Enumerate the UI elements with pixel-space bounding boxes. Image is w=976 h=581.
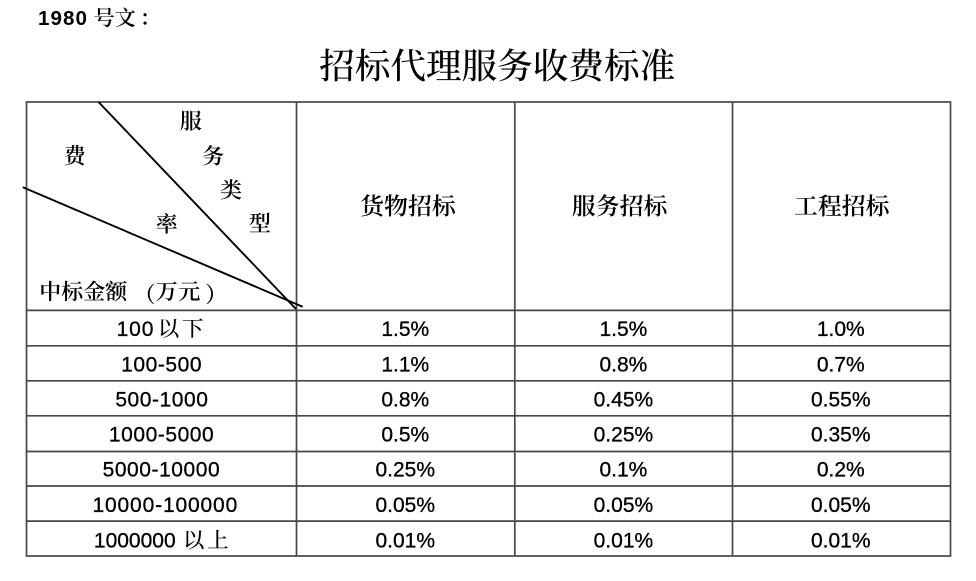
svg-text:100-500: 100-500 [121, 353, 202, 376]
svg-text:1.1%: 1.1% [381, 353, 429, 376]
svg-text:500-1000: 500-1000 [115, 388, 208, 411]
svg-text:0.01%: 0.01% [594, 530, 654, 553]
svg-text:1980: 1980 [38, 7, 88, 30]
svg-text:0.05%: 0.05% [375, 494, 435, 517]
svg-text:0.01%: 0.01% [811, 530, 871, 553]
svg-text:0.25%: 0.25% [594, 423, 654, 446]
svg-text:0.45%: 0.45% [594, 388, 654, 411]
svg-text:1.5%: 1.5% [599, 318, 647, 341]
svg-text:0.2%: 0.2% [817, 458, 865, 481]
svg-text:0.05%: 0.05% [594, 494, 654, 517]
svg-text:5000-10000: 5000-10000 [103, 458, 221, 481]
svg-text:1.5%: 1.5% [381, 318, 429, 341]
svg-text:0.01%: 0.01% [375, 530, 435, 553]
svg-text:0.05%: 0.05% [811, 494, 871, 517]
svg-text:0.5%: 0.5% [381, 423, 429, 446]
svg-text:1.0%: 1.0% [817, 318, 865, 341]
svg-text:0.8%: 0.8% [381, 388, 429, 411]
svg-text:0.1%: 0.1% [599, 458, 647, 481]
svg-text:100: 100 [117, 318, 155, 341]
svg-text:1000000: 1000000 [94, 530, 176, 553]
svg-text:0.25%: 0.25% [375, 458, 435, 481]
svg-text:0.35%: 0.35% [811, 423, 871, 446]
svg-text:10000-100000: 10000-100000 [92, 494, 238, 517]
svg-text:1000-5000: 1000-5000 [109, 423, 214, 446]
svg-text:0.55%: 0.55% [811, 388, 871, 411]
svg-text:0.7%: 0.7% [817, 353, 865, 376]
svg-text:0.8%: 0.8% [599, 353, 647, 376]
